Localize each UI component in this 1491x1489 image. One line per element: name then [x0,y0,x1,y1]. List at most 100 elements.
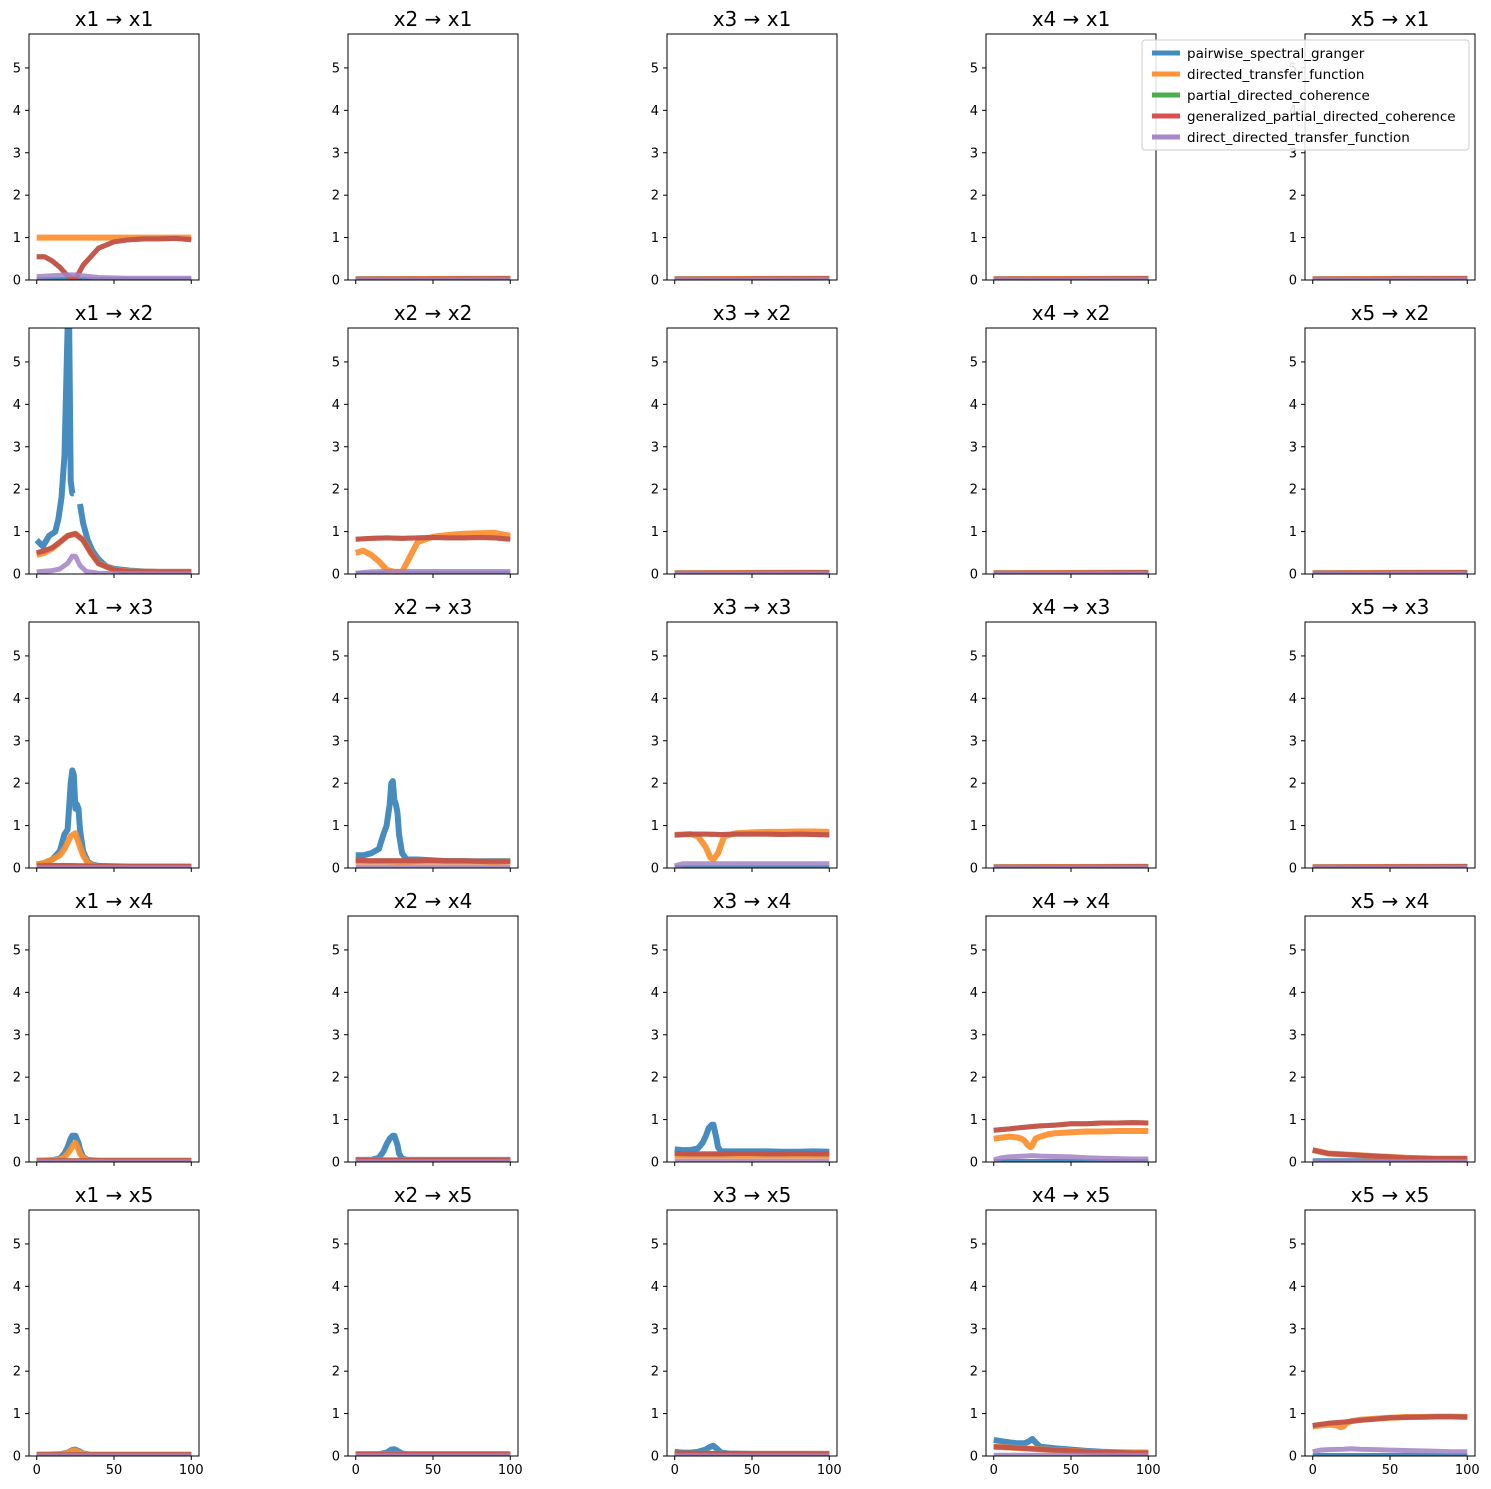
y-tick-label: 2 [13,1365,21,1380]
y-tick-label: 1 [970,525,978,540]
y-tick-label: 2 [13,1071,21,1086]
y-tick-label: 2 [13,189,21,204]
panel-x3-x1: x3 → x1 0 1 2 3 4 5 [651,7,838,289]
y-tick-label: 3 [651,734,659,749]
y-tick-label: 5 [1289,355,1297,370]
y-tick-label: 5 [332,61,340,76]
panel-x2-x1: x2 → x1 0 1 2 3 4 5 [332,7,519,289]
panel-series [1312,1147,1468,1162]
axes-frame [28,1209,200,1457]
y-tick-label: 3 [651,146,659,161]
panel-series [355,1132,511,1162]
y-tick-label: 4 [1289,986,1297,1001]
axes-frame [28,327,200,575]
panel-title: x1 → x1 [75,7,154,31]
x-tick-label: 0 [352,1463,360,1478]
y-tick-label: 0 [651,274,659,289]
series-line-direct-directed-transfer-function [993,1153,1149,1162]
y-tick-label: 3 [332,734,340,749]
y-tick-label: 5 [13,355,21,370]
y-tick-label: 3 [970,1028,978,1043]
y-tick-label: 5 [970,1237,978,1252]
axes-frame [985,1209,1157,1457]
legend-entry-generalized-partial-directed-coherence: generalized_partial_directed_coherence [1187,109,1456,125]
y-tick-label: 0 [1289,568,1297,583]
x-tick-label: 0 [990,1463,998,1478]
y-tick-label: 5 [970,649,978,664]
x-tick-label: 0 [33,1463,41,1478]
panel-series [355,1446,511,1456]
y-tick-label: 3 [970,440,978,455]
y-tick-label: 3 [13,440,21,455]
panel-x4-x4: x4 → x4 0 1 2 3 4 5 [970,889,1157,1171]
panel-series [355,275,511,280]
y-tick-label: 4 [970,104,978,119]
y-tick-label: 0 [651,1450,659,1465]
panel-x5-x2: x5 → x2 0 1 2 3 4 5 [1289,301,1476,583]
y-tick-label: 2 [1289,777,1297,792]
axes-frame [28,915,200,1163]
axes-frame [1304,621,1476,869]
series-line-direct-directed-transfer-function [1312,1446,1468,1455]
panel-series [355,778,511,868]
legend-entry-directed-transfer-function: directed_transfer_function [1187,67,1364,83]
y-tick-label: 5 [651,649,659,664]
y-tick-label: 1 [1289,1113,1297,1128]
y-tick-label: 2 [13,483,21,498]
panel-x1-x1: x1 → x1 0 1 2 3 4 5 [13,7,200,289]
y-tick-label: 3 [651,1028,659,1043]
y-tick-label: 2 [651,777,659,792]
y-tick-label: 0 [1289,1450,1297,1465]
series-line-pairwise-spectral-granger [355,778,511,865]
y-tick-label: 2 [970,483,978,498]
y-tick-label: 3 [1289,734,1297,749]
panel-title: x1 → x5 [75,1183,154,1207]
panel-series [34,328,192,574]
panel-x4-x2: x4 → x2 0 1 2 3 4 5 [970,301,1157,583]
axes-frame [1304,915,1476,1163]
x-tick-label: 50 [106,1463,123,1478]
legend: pairwise_spectral_granger directed_transf… [1141,39,1470,151]
panel-x5-x3: x5 → x3 0 1 2 3 4 5 [1289,595,1476,877]
series-line-generalized-partial-directed-coherence [1312,1414,1468,1428]
axes-frame [985,621,1157,869]
panel-x3-x3: x3 → x3 0 1 2 3 4 5 [651,595,838,877]
y-tick-label: 4 [13,104,21,119]
panel-title: x3 → x3 [713,595,792,619]
axes-frame [666,915,838,1163]
panel-series [36,234,192,280]
y-tick-label: 0 [970,1450,978,1465]
y-tick-label: 2 [332,1071,340,1086]
x-tick-label: 0 [671,1463,679,1478]
series-line-generalized-partial-directed-coherence [355,857,511,864]
legend-entry-partial-directed-coherence: partial_directed_coherence [1187,88,1370,104]
series-line-generalized-partial-directed-coherence [355,535,511,542]
y-tick-label: 0 [651,568,659,583]
axes-frame [1304,327,1476,575]
panel-series [993,275,1149,280]
panel-x1-x3: x1 → x3 0 1 2 3 4 5 [13,595,200,877]
x-tick-label: 100 [1136,1463,1161,1478]
axes-frame [28,621,200,869]
y-tick-label: 5 [13,61,21,76]
y-tick-label: 3 [970,734,978,749]
y-tick-label: 3 [1289,1028,1297,1043]
y-tick-label: 3 [970,146,978,161]
panel-series [1312,275,1468,280]
panel-series [354,529,511,574]
x-tick-label: 100 [817,1463,842,1478]
x-tick-label: 50 [744,1463,761,1478]
panel-title: x3 → x4 [713,889,792,913]
series-line-pairwise-spectral-granger [355,1132,511,1162]
y-tick-label: 1 [1289,231,1297,246]
panel-series [36,1132,192,1162]
axes-frame [347,33,519,281]
y-tick-label: 0 [651,862,659,877]
y-tick-label: 0 [970,274,978,289]
y-tick-label: 1 [13,1113,21,1128]
y-tick-label: 1 [970,819,978,834]
panel-series [674,569,830,574]
y-tick-label: 0 [1289,862,1297,877]
y-tick-label: 5 [651,355,659,370]
